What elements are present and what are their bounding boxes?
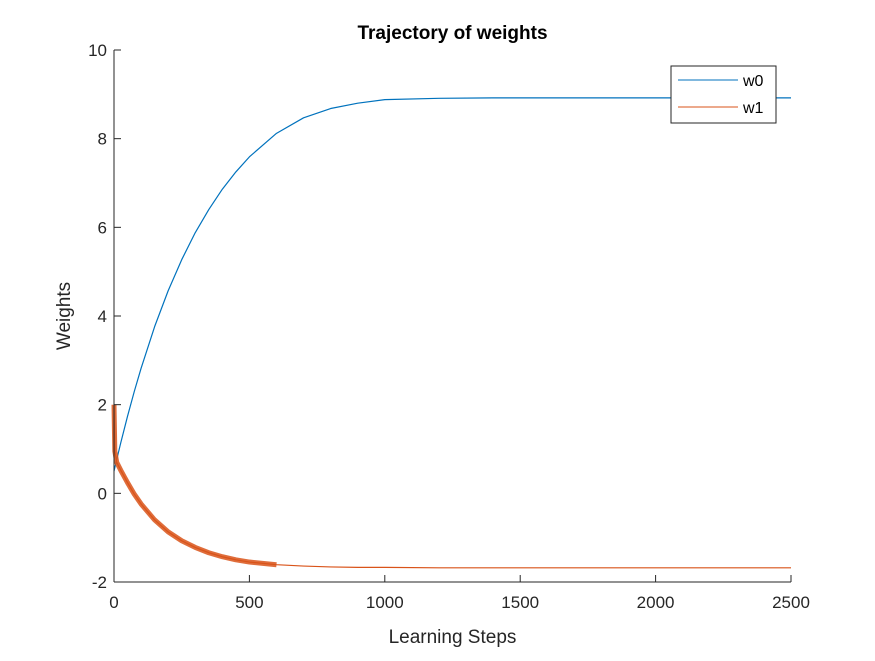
x-tick-label: 1000 [366, 593, 404, 612]
y-tick-label: 10 [88, 41, 107, 60]
series-layer [111, 97, 791, 569]
legend-box [670, 65, 777, 124]
x-tick-label: 2000 [637, 593, 675, 612]
y-tick-label: 2 [98, 396, 107, 415]
plot-area [114, 50, 791, 582]
series-line-w0 [113, 97, 791, 472]
y-tick-label: 8 [98, 130, 107, 149]
x-tick-label: 1500 [501, 593, 539, 612]
y-tick-label: 4 [98, 307, 107, 326]
legend: w0 w1 [670, 65, 777, 124]
y-tick-label: 6 [98, 218, 107, 237]
chart-title: Trajectory of weights [357, 23, 547, 44]
x-tick-label: 2500 [772, 593, 810, 612]
legend-label-w0: w0 [742, 73, 764, 90]
y-tick-label: -2 [92, 573, 107, 592]
legend-label-w1: w1 [742, 100, 764, 117]
x-axis-label: Learning Steps [389, 627, 517, 648]
x-tick-label: 0 [109, 593, 118, 612]
y-axis-label: Weights [54, 282, 75, 350]
y-tick-label: 0 [98, 484, 107, 503]
series-line-w1 [113, 404, 791, 569]
x-tick-label: 500 [235, 593, 263, 612]
